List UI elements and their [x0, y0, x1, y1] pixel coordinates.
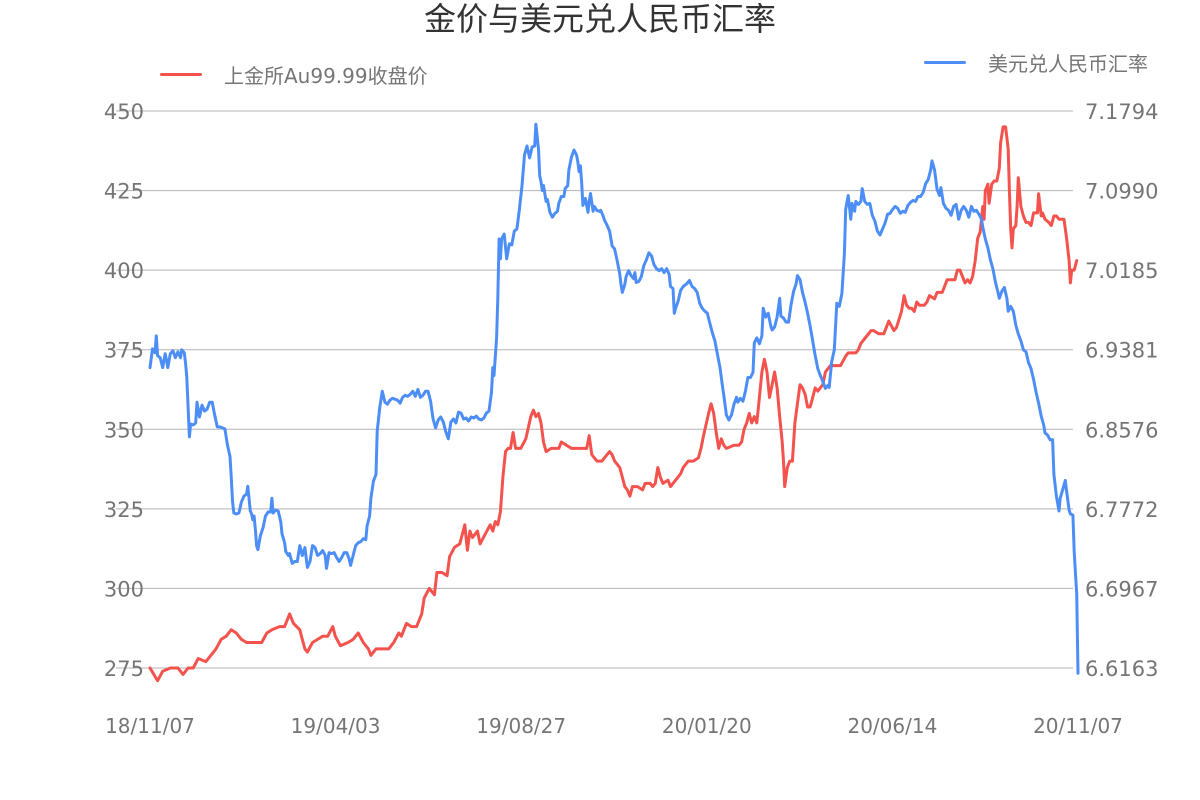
- x-axis-tick-label: 20/11/07: [1033, 714, 1123, 738]
- legend-label-gold-price: 上金所Au99.99收盘价: [224, 64, 428, 88]
- x-axis-tick-label: 19/04/03: [291, 714, 381, 738]
- legend-item-usd-cny[interactable]: 美元兑人民币汇率: [924, 48, 1148, 77]
- right-axis-tick-label: 7.0185: [1085, 259, 1158, 283]
- left-axis-tick-label: 425: [104, 180, 144, 204]
- legend-swatch-red-line-icon: [160, 73, 202, 76]
- x-axis-tick-label: 20/06/14: [847, 714, 937, 738]
- legend-label-usd-cny: 美元兑人民币汇率: [988, 52, 1148, 76]
- x-axis-tick-label: 18/11/07: [105, 714, 195, 738]
- right-axis-tick-label: 7.1794: [1085, 100, 1158, 124]
- left-axis-tick-label: 400: [104, 259, 144, 283]
- right-y-axis: 7.1794 7.0990 7.0185 6.9381 6.8576 6.7772 6.69…: [1085, 100, 1158, 681]
- left-y-axis: 450 425 400 375 350 325 300 275: [104, 100, 144, 681]
- right-axis-tick-label: 6.6967: [1085, 577, 1158, 601]
- left-axis-tick-label: 450: [104, 100, 144, 124]
- legend-swatch-blue-line-icon: [924, 61, 966, 64]
- chart-title: 金价与美元兑人民币汇率: [423, 0, 776, 38]
- x-axis: 18/11/07 19/04/03 19/08/27 20/01/20 20/06/14…: [105, 714, 1123, 738]
- usd-cny-line: [148, 122, 1080, 675]
- right-axis-tick-label: 7.0990: [1085, 180, 1158, 204]
- right-axis-tick-label: 6.7772: [1085, 498, 1158, 522]
- left-axis-tick-label: 375: [104, 339, 144, 363]
- x-axis-tick-label: 20/01/20: [662, 714, 752, 738]
- left-axis-tick-label: 350: [104, 418, 144, 442]
- x-axis-tick-label: 19/08/27: [476, 714, 566, 738]
- left-axis-tick-label: 300: [104, 577, 144, 601]
- legend-item-gold-price[interactable]: 上金所Au99.99收盘价: [160, 60, 428, 89]
- left-axis-tick-label: 275: [104, 657, 144, 681]
- gridlines: [116, 110, 1073, 669]
- gold-price-line: [148, 125, 1079, 683]
- right-axis-tick-label: 6.8576: [1085, 418, 1158, 442]
- right-axis-tick-label: 6.9381: [1085, 339, 1158, 363]
- right-axis-tick-label: 6.6163: [1085, 657, 1158, 681]
- left-axis-tick-label: 325: [104, 498, 144, 522]
